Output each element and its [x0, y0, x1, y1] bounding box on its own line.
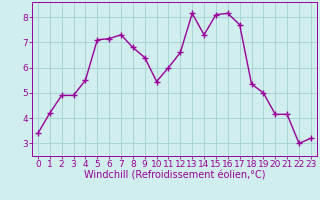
- X-axis label: Windchill (Refroidissement éolien,°C): Windchill (Refroidissement éolien,°C): [84, 171, 265, 181]
